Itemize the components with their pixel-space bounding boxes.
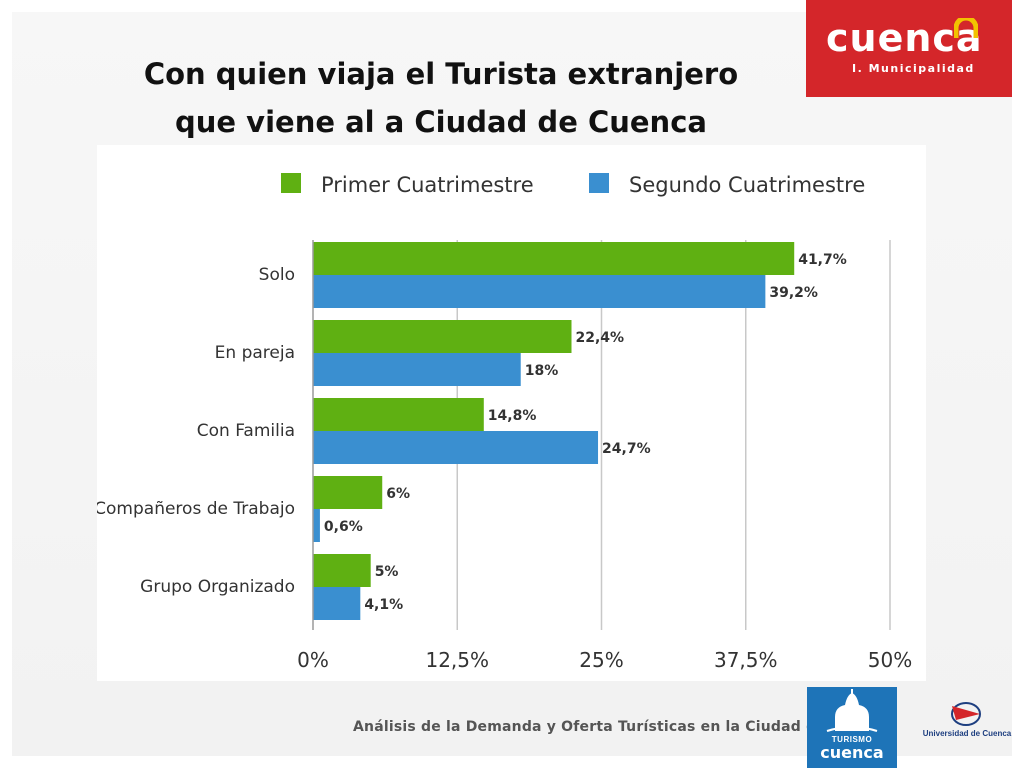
legend-swatch-2 xyxy=(589,173,609,193)
bar-primer xyxy=(313,554,371,587)
legend-swatch-1 xyxy=(281,173,301,193)
category-label: Grupo Organizado xyxy=(140,577,295,597)
bar-primer xyxy=(313,242,795,275)
bar-primer xyxy=(313,398,484,431)
data-label: 18% xyxy=(525,363,559,379)
turismo-label: TURISMO xyxy=(831,735,873,744)
bar-primer xyxy=(313,476,383,509)
x-tick-label: 12,5% xyxy=(425,648,489,672)
legend-label-1: Primer Cuatrimestre xyxy=(321,173,534,197)
turismo-wordmark: cuenca xyxy=(820,743,884,762)
category-label: Con Familia xyxy=(197,421,295,441)
legend-label-2: Segundo Cuatrimestre xyxy=(629,173,865,197)
data-label: 24,7% xyxy=(602,441,651,457)
bar-segundo xyxy=(313,431,599,464)
title-line-1: Con quien viaja el Turista extranjero xyxy=(143,57,739,91)
cathedral-icon xyxy=(826,689,878,732)
x-tick-label: 37,5% xyxy=(714,648,778,672)
bar-chart: Primer Cuatrimestre Segundo Cuatrimestre S… xyxy=(97,173,912,672)
turismo-cuenca-logo: TURISMO cuenca xyxy=(807,687,897,768)
data-label: 4,1% xyxy=(364,597,403,613)
bar-segundo xyxy=(313,587,361,620)
data-label: 39,2% xyxy=(769,285,818,301)
x-tick-label: 0% xyxy=(297,648,329,672)
arch-icon xyxy=(954,18,978,38)
chart-panel: Primer Cuatrimestre Segundo Cuatrimestre S… xyxy=(97,145,926,681)
logo-subtitle: I. Municipalidad xyxy=(852,62,975,75)
category-label: En pareja xyxy=(215,343,295,363)
university-emblem-icon xyxy=(951,702,981,726)
bar-segundo xyxy=(313,275,766,308)
municipality-logo: cuenca I. Municipalidad xyxy=(806,0,1012,97)
university-label: Universidad de Cuenca xyxy=(922,729,1012,738)
bar-segundo xyxy=(313,509,320,542)
x-tick-label: 50% xyxy=(868,648,912,672)
title-line-2: que viene al a Ciudad de Cuenca xyxy=(175,105,707,139)
data-label: 5% xyxy=(375,564,399,580)
category-label: Solo xyxy=(259,265,295,285)
data-label: 0,6% xyxy=(324,519,363,535)
footer-caption: Análisis de la Demanda y Oferta Turístic… xyxy=(353,719,890,735)
data-label: 41,7% xyxy=(798,252,847,268)
x-tick-label: 25% xyxy=(579,648,623,672)
bar-segundo xyxy=(313,353,521,386)
data-label: 14,8% xyxy=(488,408,537,424)
data-label: 6% xyxy=(386,486,410,502)
data-label: 22,4% xyxy=(575,330,624,346)
category-label: Compañeros de Trabajo xyxy=(97,499,295,519)
page-title: Con quien viaja el Turista extranjero qu… xyxy=(96,50,786,146)
bar-primer xyxy=(313,320,572,353)
